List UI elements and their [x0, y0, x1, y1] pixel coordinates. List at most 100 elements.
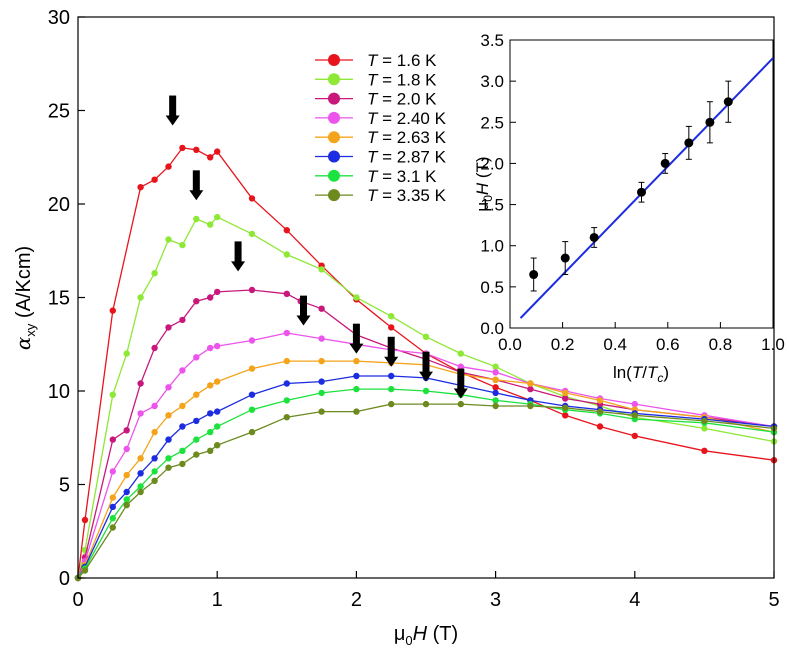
data-point	[248, 286, 256, 294]
legend-label: T = 2.0 K	[367, 90, 437, 109]
data-point	[109, 515, 117, 522]
data-point	[123, 427, 130, 434]
legend-item: T = 1.6 K	[315, 51, 437, 70]
data-point	[179, 367, 186, 374]
legend-item: T = 2.87 K	[315, 148, 447, 167]
data-point	[214, 408, 221, 415]
data-point	[179, 316, 186, 324]
data-point	[193, 298, 200, 305]
inset-y-tick-label: 0.5	[480, 278, 504, 297]
data-point	[248, 195, 256, 202]
legend-label: T = 3.1 K	[367, 167, 437, 186]
peak-arrow	[189, 170, 204, 201]
data-point	[137, 380, 144, 387]
data-point	[353, 385, 360, 393]
legend-marker	[328, 54, 340, 66]
data-point	[193, 146, 200, 153]
data-point	[527, 385, 534, 393]
data-point	[179, 144, 186, 152]
data-point	[457, 350, 464, 357]
data-point	[151, 455, 158, 462]
data-point	[318, 335, 325, 342]
data-point	[123, 501, 130, 509]
y-tick-label: 15	[48, 288, 70, 310]
data-point	[151, 402, 158, 410]
peak-arrow	[165, 95, 180, 126]
data-point	[631, 400, 638, 408]
data-point	[318, 357, 325, 365]
inset-point	[589, 227, 599, 248]
series-3.35	[74, 400, 778, 582]
data-point	[388, 324, 395, 331]
inset-marker	[660, 158, 670, 168]
y-tick-label: 30	[48, 7, 70, 29]
inset-plot-frame	[509, 39, 774, 329]
data-point	[562, 389, 569, 397]
series-line	[77, 289, 775, 579]
inset-y-tick-label: 2.5	[480, 113, 504, 132]
legend-marker	[328, 131, 340, 144]
data-point	[422, 400, 430, 408]
inset-content	[519, 57, 774, 319]
legend-item: T = 2.0 K	[315, 90, 437, 109]
y-tick-label: 20	[48, 194, 70, 216]
data-point	[283, 329, 290, 337]
data-point	[207, 428, 214, 436]
data-point	[248, 406, 256, 413]
data-point	[283, 227, 290, 234]
legend-item: T = 3.1 K	[315, 167, 437, 186]
data-point	[123, 445, 130, 453]
legend-label: T = 2.87 K	[367, 148, 447, 167]
data-point	[214, 342, 221, 350]
data-point	[318, 389, 325, 397]
data-point	[165, 236, 172, 243]
data-point	[492, 369, 499, 376]
data-point	[137, 470, 144, 477]
data-point	[81, 567, 89, 574]
data-point	[109, 436, 117, 443]
data-point	[353, 294, 360, 301]
data-point	[165, 412, 172, 419]
data-point	[492, 384, 499, 391]
data-point	[137, 488, 144, 496]
data-point	[388, 313, 395, 320]
data-point	[283, 357, 290, 365]
y-tick-label: 5	[59, 475, 70, 497]
legend-label: T = 1.6 K	[367, 51, 437, 70]
data-point	[631, 432, 638, 440]
inset-point	[705, 101, 715, 144]
inset-y-tick-label: 0.0	[480, 319, 504, 338]
data-point	[214, 378, 221, 385]
data-point	[527, 402, 534, 410]
data-point	[165, 324, 172, 331]
series-3.1	[74, 385, 778, 582]
data-point	[207, 154, 214, 161]
inset-x-tick-label: 1.0	[761, 335, 785, 354]
data-point	[109, 468, 117, 475]
data-point	[353, 408, 360, 415]
data-point	[422, 333, 430, 340]
data-point	[179, 460, 186, 468]
series-line	[77, 403, 775, 579]
data-point	[492, 363, 499, 370]
legend: T = 1.6 KT = 1.8 KT = 2.0 KT = 2.40 KT =…	[315, 51, 447, 205]
data-point	[193, 215, 200, 223]
data-point	[179, 241, 186, 249]
data-point	[562, 395, 569, 402]
data-point	[283, 290, 290, 297]
legend-item: T = 3.35 K	[315, 186, 447, 205]
legend-label: T = 1.8 K	[367, 70, 437, 89]
legend-label: T = 3.35 K	[367, 186, 447, 205]
legend-item: T = 1.8 K	[315, 70, 437, 89]
arrow-annotations	[165, 95, 468, 399]
data-point	[318, 378, 325, 385]
data-point	[562, 412, 569, 419]
data-point	[165, 384, 172, 391]
inset-y-axis-label: μ0H (T)	[473, 156, 495, 211]
data-point	[109, 494, 117, 501]
data-point	[248, 391, 256, 398]
inset-axes: 0.0 0.2 0.4 0.6 0.8 1.0 0.0 0.5 1.0 1.5 2.0 2.5 3.0 3…	[480, 31, 784, 354]
data-point	[353, 372, 360, 380]
peak-arrow	[419, 351, 433, 382]
data-point	[137, 483, 144, 490]
